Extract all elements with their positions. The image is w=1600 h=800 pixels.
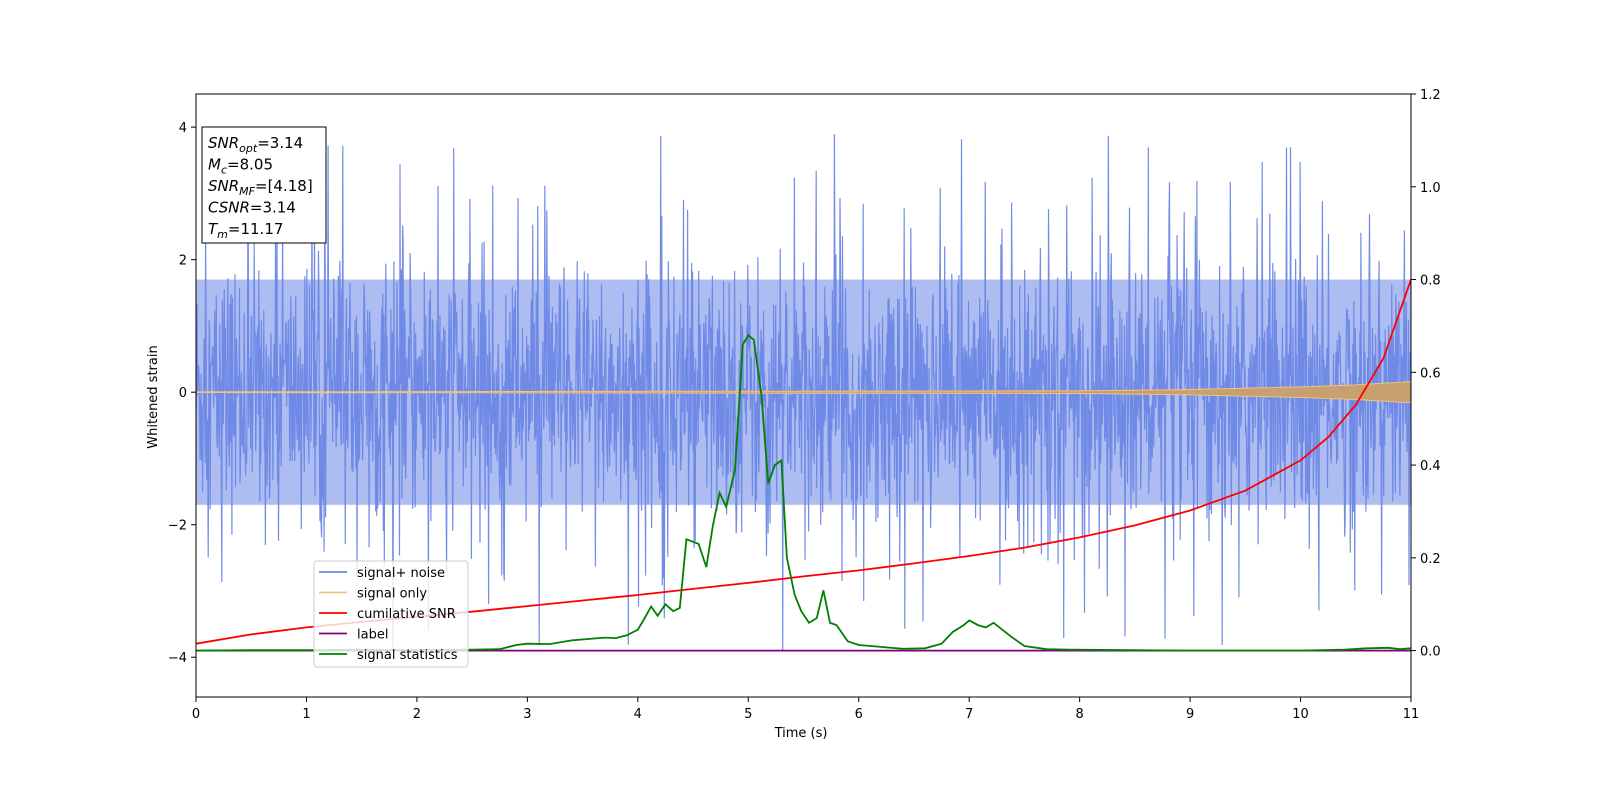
- plot-frame: [195, 93, 1412, 698]
- info-line: CSNR=3.14: [208, 199, 296, 217]
- x-tick-label: 11: [1403, 707, 1420, 722]
- info-box-frame: [201, 126, 327, 244]
- y-tick-label: −4: [168, 651, 187, 666]
- x-tick-label: 2: [413, 707, 421, 722]
- legend-label: cumilative SNR: [357, 607, 456, 622]
- legend: signal+ noise signal only cumilative SNR la…: [313, 560, 469, 668]
- x-tick-label: 1: [302, 707, 310, 722]
- y-tick-label: 0: [179, 386, 187, 401]
- series-signal-statistics: [196, 333, 1411, 652]
- legend-label: signal only: [357, 587, 427, 602]
- x-axis-label: Time (s): [774, 726, 828, 741]
- y-tick-label: −2: [168, 519, 187, 534]
- x-tick-label: 10: [1292, 707, 1309, 722]
- x-tick-label: 0: [192, 707, 200, 722]
- info-line: Tm=11.17: [208, 220, 283, 241]
- y-tick-label: 4: [179, 121, 187, 136]
- axes-layer: 0 1 2 3 4 5 6 7 8 9 10 11 −4 −2 0 2 4 0.0 0.2 0.4 0.6 0.8 1.0 1…: [168, 88, 1441, 722]
- series-signal-only: [196, 381, 1411, 404]
- y2-tick-label: 0.6: [1420, 366, 1441, 381]
- y2-tick-label: 0.0: [1420, 645, 1441, 660]
- x-tick-label: 3: [523, 707, 531, 722]
- y2-tick-label: 0.8: [1420, 274, 1441, 289]
- x-tick-label: 8: [1075, 707, 1083, 722]
- y2-tick-label: 0.2: [1420, 552, 1441, 567]
- y-tick-label: 2: [179, 254, 187, 269]
- x-tick-label: 6: [855, 707, 863, 722]
- legend-label: signal+ noise: [357, 566, 445, 581]
- x-tick-label: 5: [744, 707, 752, 722]
- info-line: SNRopt=3.14: [208, 134, 303, 155]
- legend-label: signal statistics: [357, 648, 458, 663]
- info-line: SNRMF=[4.18]: [208, 177, 313, 198]
- y2-tick-label: 1.2: [1420, 88, 1441, 103]
- y2-tick-label: 1.0: [1420, 181, 1441, 196]
- x-tick-label: 7: [965, 707, 973, 722]
- x-tick-label: 4: [634, 707, 642, 722]
- x-tick-label: 9: [1186, 707, 1194, 722]
- y-axis-label: Whitened strain: [146, 345, 161, 448]
- legend-frame: [313, 560, 469, 668]
- y2-tick-label: 0.4: [1420, 459, 1441, 474]
- info-line: Mc=8.05: [208, 156, 273, 177]
- legend-label: label: [357, 628, 388, 643]
